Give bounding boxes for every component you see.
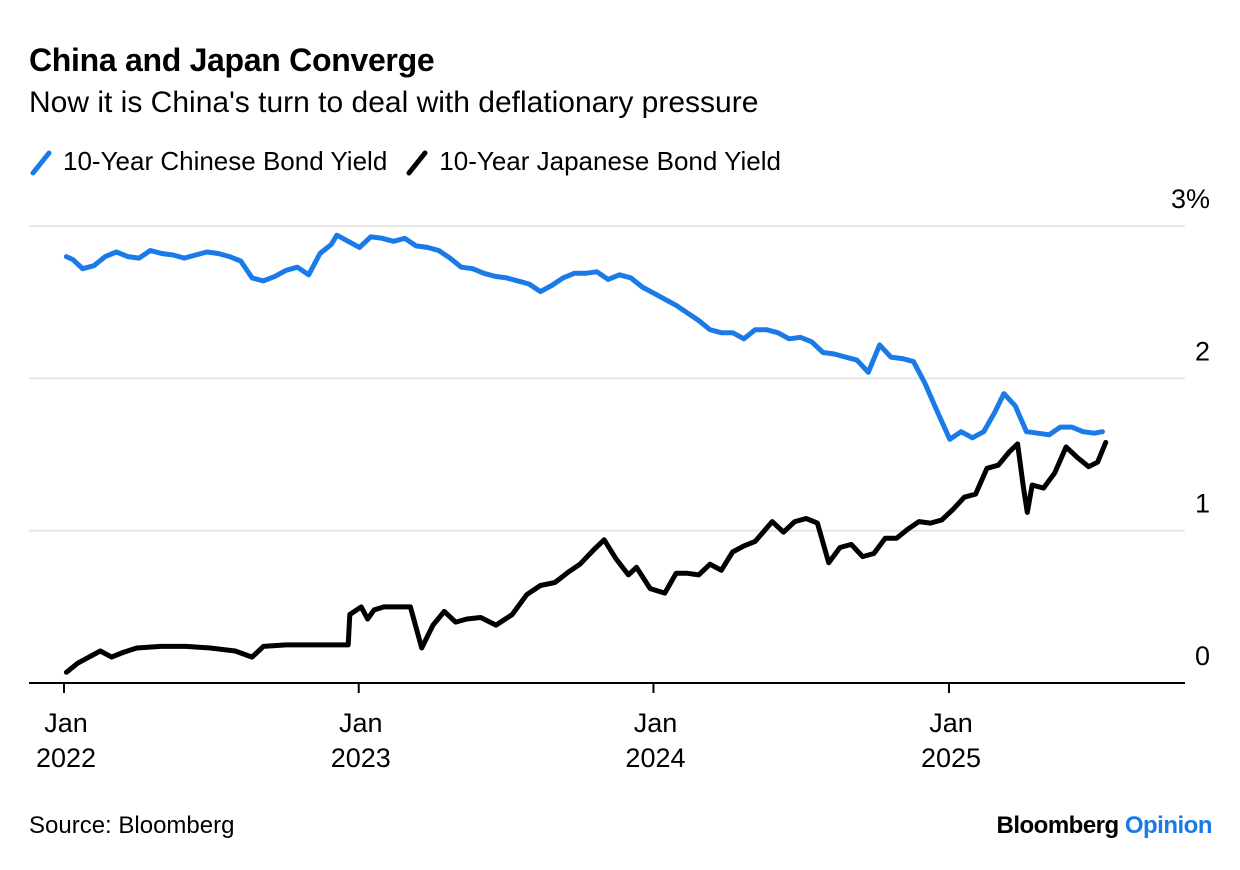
x-tick-label-month-2: Jan (634, 708, 678, 738)
x-tick-label-month-3: Jan (929, 708, 973, 738)
chart-subtitle: Now it is China's turn to deal with defl… (29, 86, 759, 119)
x-tick-label-year-3: 2025 (921, 743, 981, 773)
legend: 10-Year Chinese Bond Yield 10-Year Japan… (29, 146, 799, 177)
x-tick-label-month-1: Jan (339, 708, 383, 738)
brand-logo: Bloomberg Opinion (997, 812, 1213, 840)
y-tick-label-2: 2 (1195, 336, 1210, 366)
legend-swatch-japan (406, 150, 428, 175)
brand-primary: Bloomberg (996, 812, 1120, 839)
x-tick-label-month-0: Jan (44, 708, 88, 738)
legend-item-japan: 10-Year Japanese Bond Yield (405, 146, 781, 177)
source-note: Source: Bloomberg (29, 812, 235, 839)
x-tick-label-year-1: 2023 (331, 743, 391, 773)
brand-secondary: Opinion (1124, 812, 1213, 839)
y-tick-label-1: 1 (1195, 489, 1210, 519)
series-line-china (63, 232, 1105, 442)
legend-label-china: 10-Year Chinese Bond Yield (63, 146, 388, 176)
y-tick-label-0: 0 (1195, 641, 1210, 671)
legend-swatch-china (30, 150, 52, 175)
legend-item-china: 10-Year Chinese Bond Yield (29, 146, 387, 177)
x-tick-label-year-2: 2024 (625, 743, 685, 773)
x-tick-label-year-0: 2022 (36, 743, 96, 773)
y-tick-label-3: 3% (1171, 184, 1210, 214)
legend-label-japan: 10-Year Japanese Bond Yield (439, 146, 781, 176)
chart-title: China and Japan Converge (29, 42, 435, 78)
series-line-japan (63, 439, 1109, 675)
